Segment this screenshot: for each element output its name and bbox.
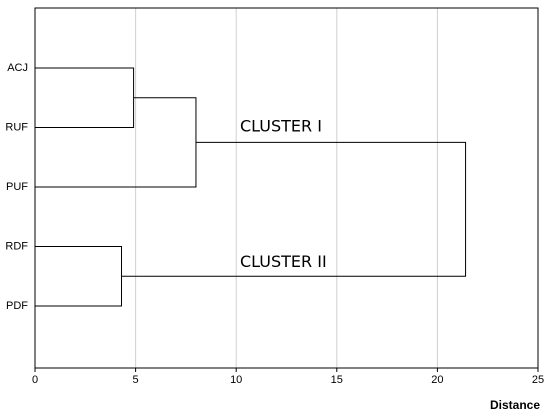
leaf-label: RUF bbox=[5, 121, 28, 133]
x-axis-label: Distance bbox=[490, 398, 540, 412]
x-tick-label: 0 bbox=[32, 374, 38, 386]
plot-frame bbox=[34, 7, 539, 369]
leaf-label: PDF bbox=[6, 300, 28, 312]
x-tick-label: 15 bbox=[331, 374, 343, 386]
x-tick-label: 5 bbox=[133, 374, 139, 386]
leaf-label: ACJ bbox=[7, 62, 28, 74]
x-tick-label: 10 bbox=[230, 374, 242, 386]
leaf-label: PUF bbox=[6, 181, 28, 193]
leaf-label: RDF bbox=[5, 240, 28, 252]
x-tick-label: 20 bbox=[431, 374, 443, 386]
dendrogram-link bbox=[35, 67, 135, 128]
dendrogram-link bbox=[35, 97, 197, 188]
dendrogram-link bbox=[121, 141, 467, 277]
dendrogram-link bbox=[35, 246, 123, 307]
x-tick-label: 25 bbox=[532, 374, 544, 386]
cluster-annotation: CLUSTER II bbox=[240, 252, 327, 271]
cluster-annotation: CLUSTER I bbox=[240, 117, 322, 136]
